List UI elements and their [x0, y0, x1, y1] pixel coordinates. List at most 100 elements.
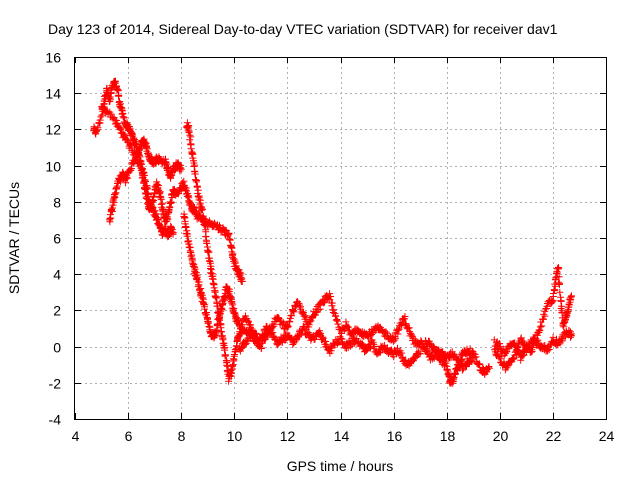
data-point-plus	[185, 127, 193, 135]
data-point-plus	[109, 115, 117, 123]
data-point-plus	[560, 323, 568, 331]
data-point-plus	[106, 93, 114, 101]
data-point-plus	[519, 352, 527, 359]
chart-title: Day 123 of 2014, Sidereal Day-to-day VTE…	[48, 21, 558, 37]
data-point-plus	[228, 244, 236, 252]
x-axis-label: GPS time / hours	[287, 458, 394, 474]
x-tick-label: 22	[546, 428, 562, 444]
data-point-plus	[219, 299, 227, 307]
data-point-plus	[287, 312, 295, 320]
data-point-plus	[93, 127, 100, 135]
data-point-plus	[517, 334, 525, 342]
data-point-plus	[229, 250, 237, 258]
data-point-plus	[567, 296, 574, 304]
y-tick-label: 0	[53, 340, 61, 356]
data-point-plus	[555, 281, 563, 288]
data-point-plus	[504, 362, 512, 370]
x-tick-label: 10	[227, 428, 243, 444]
x-tick-label: 18	[440, 428, 456, 444]
y-tick-label: 12	[45, 122, 61, 138]
x-tick-label: 20	[493, 428, 509, 444]
data-point-plus	[221, 346, 228, 354]
data-point-plus	[126, 166, 134, 174]
data-point-plus	[144, 195, 152, 203]
data-point-plus	[401, 313, 409, 320]
data-point-plus	[193, 273, 201, 281]
data-point-plus	[192, 178, 200, 186]
data-point-plus	[536, 327, 544, 335]
data-point-plus	[382, 328, 390, 336]
y-tick-label: 10	[45, 159, 61, 175]
data-point-plus	[330, 306, 338, 314]
data-point-plus	[188, 150, 196, 158]
data-point-plus	[326, 290, 334, 298]
data-point-plus	[109, 204, 116, 212]
data-point-plus	[233, 338, 241, 345]
data-point-plus	[307, 317, 315, 325]
data-point-plus	[538, 322, 546, 330]
data-point-plus	[227, 242, 235, 250]
data-point-plus	[180, 213, 188, 220]
data-point-plus	[343, 322, 351, 330]
data-point-plus	[186, 136, 194, 144]
data-point-plus	[278, 320, 286, 328]
data-point-plus	[551, 287, 558, 294]
data-point-plus	[568, 292, 575, 300]
data-point-plus	[103, 87, 111, 95]
data-point-plus	[96, 116, 104, 124]
data-point-plus	[204, 318, 212, 326]
y-tick-label: 8	[53, 195, 61, 211]
data-point-plus	[556, 288, 564, 296]
data-point-plus	[468, 354, 476, 362]
data-point-plus	[522, 348, 530, 356]
data-point-plus	[201, 303, 208, 311]
data-point-plus	[203, 240, 211, 247]
data-point-plus	[485, 364, 493, 372]
y-tick-label: 2	[53, 303, 61, 319]
data-point-plus	[182, 223, 190, 231]
x-tick-label: 12	[280, 428, 296, 444]
data-point-plus	[153, 178, 161, 186]
data-point-plus	[168, 171, 176, 179]
data-point-plus	[549, 333, 557, 341]
data-point-plus	[113, 184, 121, 192]
data-point-plus	[214, 320, 222, 328]
data-point-plus	[229, 362, 237, 370]
data-point-plus	[204, 247, 212, 255]
data-point-plus	[551, 282, 559, 290]
x-tick-label: 8	[178, 428, 186, 444]
x-tick-label: 14	[334, 428, 350, 444]
data-point-plus	[286, 318, 294, 326]
data-point-plus	[107, 110, 115, 118]
data-point-plus	[327, 293, 335, 300]
x-tick-label: 24	[599, 428, 615, 444]
x-tick-label: 4	[72, 428, 80, 444]
data-point-plus	[237, 324, 245, 332]
data-point-plus	[359, 340, 366, 348]
data-point-plus	[512, 343, 520, 351]
data-point-plus	[244, 334, 252, 342]
data-point-plus	[206, 258, 214, 265]
data-point-plus	[568, 332, 575, 340]
data-point-plus	[230, 255, 238, 263]
data-point-plus	[545, 346, 553, 353]
data-point-plus	[265, 324, 273, 332]
data-point-plus	[274, 314, 282, 321]
data-point-plus	[210, 333, 218, 341]
data-point-plus	[139, 174, 147, 181]
data-point-plus	[398, 349, 406, 357]
data-point-plus	[338, 335, 346, 343]
data-point-plus	[353, 338, 361, 346]
data-point-plus	[127, 142, 135, 150]
data-point-plus	[515, 348, 523, 356]
data-point-plus	[193, 182, 201, 190]
data-point-plus	[315, 331, 323, 338]
data-point-plus	[238, 277, 246, 285]
data-point-plus	[135, 159, 143, 167]
data-point-plus	[328, 299, 336, 307]
data-point-plus	[223, 358, 231, 366]
data-point-plus	[113, 85, 121, 93]
data-point-plus	[198, 206, 206, 214]
data-point-plus	[138, 167, 146, 175]
data-point-plus	[483, 366, 491, 373]
